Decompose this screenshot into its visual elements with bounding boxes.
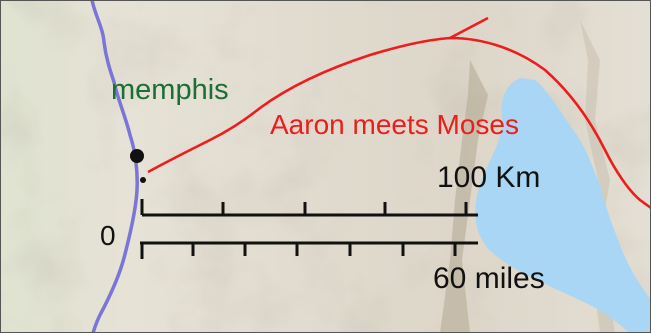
scale-label-km: 100 Km xyxy=(437,161,541,194)
mountain-ridge-east xyxy=(580,20,615,333)
route-line xyxy=(147,36,651,210)
scale-bar-miles xyxy=(140,241,478,259)
scale-bar-km xyxy=(140,199,478,217)
small-dot-icon xyxy=(140,177,146,183)
route-label: Aaron meets Moses xyxy=(270,109,519,140)
lake xyxy=(475,78,651,333)
scale-label-zero: 0 xyxy=(100,220,116,251)
route-branch xyxy=(449,16,489,40)
river xyxy=(90,0,139,333)
mountain-ridge xyxy=(440,60,488,333)
black-dot-icon xyxy=(130,149,144,163)
city-label-memphis: memphis xyxy=(111,74,229,106)
scale-label-miles: 60 miles xyxy=(433,262,545,295)
